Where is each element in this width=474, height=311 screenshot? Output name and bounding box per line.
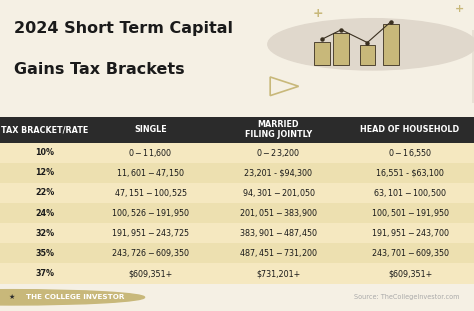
FancyBboxPatch shape: [0, 183, 90, 203]
FancyBboxPatch shape: [346, 243, 474, 263]
FancyBboxPatch shape: [211, 223, 346, 243]
FancyBboxPatch shape: [0, 142, 90, 163]
Text: $191,951 - $243,700: $191,951 - $243,700: [371, 227, 449, 239]
Text: +: +: [455, 4, 465, 14]
Circle shape: [268, 19, 474, 70]
Text: 2024 Short Term Capital: 2024 Short Term Capital: [14, 21, 233, 36]
Text: $609,351+: $609,351+: [128, 269, 173, 278]
FancyBboxPatch shape: [346, 117, 474, 142]
FancyBboxPatch shape: [0, 243, 90, 263]
Text: $731,201+: $731,201+: [256, 269, 301, 278]
Text: $0 - $23,200: $0 - $23,200: [256, 146, 301, 159]
Text: Gains Tax Brackets: Gains Tax Brackets: [14, 62, 185, 77]
Text: 12%: 12%: [36, 168, 55, 177]
Text: $47,151 - $100,525: $47,151 - $100,525: [114, 187, 187, 199]
Text: ★: ★: [9, 294, 15, 300]
Text: SINGLE: SINGLE: [134, 125, 167, 134]
Text: Source: TheCollegeInvestor.com: Source: TheCollegeInvestor.com: [354, 294, 460, 300]
Text: $243,726 - $609,350: $243,726 - $609,350: [111, 247, 190, 259]
FancyBboxPatch shape: [90, 243, 211, 263]
FancyBboxPatch shape: [0, 263, 90, 284]
Text: $100,501 - $191,950: $100,501 - $191,950: [371, 207, 449, 219]
Text: 37%: 37%: [36, 269, 55, 278]
FancyBboxPatch shape: [346, 223, 474, 243]
Text: $0 - $16,550: $0 - $16,550: [388, 146, 432, 159]
FancyBboxPatch shape: [90, 142, 211, 163]
Text: $11,601 - $47,150: $11,601 - $47,150: [116, 167, 185, 179]
FancyBboxPatch shape: [360, 45, 375, 65]
Text: +: +: [312, 7, 323, 21]
FancyBboxPatch shape: [383, 25, 399, 65]
Text: THE COLLEGE INVESTOR: THE COLLEGE INVESTOR: [26, 294, 125, 300]
Text: $0 - $11,600: $0 - $11,600: [128, 146, 173, 159]
Text: 32%: 32%: [36, 229, 55, 238]
Text: $201,051 - $383,900: $201,051 - $383,900: [239, 207, 318, 219]
Text: HEAD OF HOUSEHOLD: HEAD OF HOUSEHOLD: [360, 125, 460, 134]
FancyBboxPatch shape: [211, 243, 346, 263]
FancyBboxPatch shape: [90, 223, 211, 243]
FancyBboxPatch shape: [0, 203, 90, 223]
Text: 16,551 - $63,100: 16,551 - $63,100: [376, 168, 444, 177]
Text: 10%: 10%: [36, 148, 55, 157]
FancyBboxPatch shape: [211, 142, 346, 163]
Text: $191,951 - $243,725: $191,951 - $243,725: [111, 227, 190, 239]
FancyBboxPatch shape: [346, 183, 474, 203]
Text: 24%: 24%: [36, 209, 55, 218]
FancyBboxPatch shape: [0, 223, 90, 243]
FancyBboxPatch shape: [472, 30, 474, 103]
Text: $94,301 - $201,050: $94,301 - $201,050: [242, 187, 315, 199]
Text: 22%: 22%: [36, 188, 55, 197]
Text: $383,901 - $487,450: $383,901 - $487,450: [239, 227, 318, 239]
FancyBboxPatch shape: [90, 163, 211, 183]
Text: $63,101 - $100,500: $63,101 - $100,500: [373, 187, 447, 199]
FancyBboxPatch shape: [90, 263, 211, 284]
FancyBboxPatch shape: [346, 142, 474, 163]
FancyBboxPatch shape: [211, 117, 346, 142]
FancyBboxPatch shape: [90, 203, 211, 223]
Text: $609,351+: $609,351+: [388, 269, 432, 278]
FancyBboxPatch shape: [90, 183, 211, 203]
FancyBboxPatch shape: [211, 183, 346, 203]
FancyBboxPatch shape: [346, 263, 474, 284]
FancyBboxPatch shape: [90, 117, 211, 142]
FancyBboxPatch shape: [333, 33, 349, 65]
Text: 23,201 - $94,300: 23,201 - $94,300: [245, 168, 312, 177]
FancyBboxPatch shape: [0, 117, 90, 142]
FancyBboxPatch shape: [211, 263, 346, 284]
FancyBboxPatch shape: [211, 163, 346, 183]
Circle shape: [0, 290, 145, 305]
Text: $487,451 - $731,200: $487,451 - $731,200: [239, 247, 318, 259]
Text: $100,526 - $191,950: $100,526 - $191,950: [111, 207, 190, 219]
FancyBboxPatch shape: [0, 163, 90, 183]
FancyBboxPatch shape: [346, 203, 474, 223]
Text: $243,701 - $609,350: $243,701 - $609,350: [371, 247, 449, 259]
FancyBboxPatch shape: [211, 203, 346, 223]
FancyBboxPatch shape: [346, 163, 474, 183]
Text: 35%: 35%: [36, 249, 55, 258]
FancyBboxPatch shape: [315, 42, 330, 65]
Text: TAX BRACKET/RATE: TAX BRACKET/RATE: [1, 125, 89, 134]
Text: MARRIED
FILING JOINTLY: MARRIED FILING JOINTLY: [245, 120, 312, 139]
